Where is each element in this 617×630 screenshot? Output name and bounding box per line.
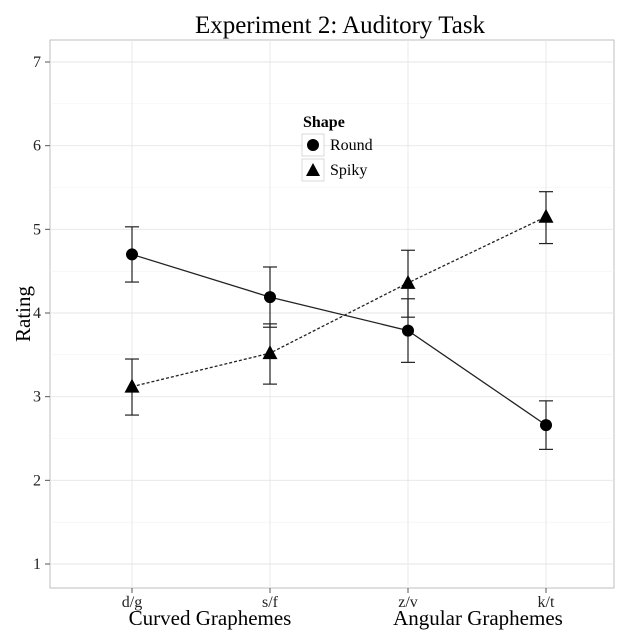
y-tick-label: 3 (33, 389, 41, 406)
x-tick-label: z/v (398, 594, 418, 611)
data-point-round (540, 419, 552, 432)
data-point-round (402, 324, 414, 337)
data-point-round (264, 291, 276, 304)
legend-title: Shape (303, 114, 345, 131)
legend-label-spiky: Spiky (330, 162, 367, 179)
series-line-round (131, 253, 547, 426)
series-line-spiky (131, 216, 547, 388)
legend-label-round: Round (330, 137, 373, 154)
x-group-label-angular: Angular Graphemes (393, 606, 563, 630)
x-axis: d/g s/f z/v k/t (122, 588, 555, 611)
panel-background (49, 39, 615, 589)
chart-title: Experiment 2: Auditory Task (195, 12, 486, 39)
legend-key-round-icon (307, 139, 319, 151)
x-tick-label: d/g (122, 594, 142, 611)
series-spiky (124, 191, 554, 416)
y-tick-label: 7 (33, 54, 41, 71)
x-group-label-curved: Curved Graphemes (129, 606, 292, 630)
grid (50, 40, 614, 588)
y-tick-label: 6 (33, 138, 41, 155)
y-tick-label: 4 (33, 305, 41, 322)
legend-key-spiky-icon (306, 163, 320, 176)
y-axis-title: Rating (11, 286, 35, 342)
y-tick-label: 2 (33, 472, 41, 489)
data-point-spiky (262, 345, 278, 360)
data-point-spiky (124, 378, 140, 393)
data-point-spiky (400, 274, 416, 289)
y-tick-label: 5 (33, 221, 41, 238)
y-tick-label: 1 (33, 556, 41, 573)
data-point-round (126, 248, 138, 261)
series-layer (124, 191, 554, 450)
data-point-spiky (538, 208, 554, 223)
y-axis: 1 2 3 4 5 6 7 (33, 54, 50, 573)
x-tick-label: k/t (538, 594, 555, 611)
legend: Shape Round Spiky (301, 114, 373, 182)
x-tick-label: s/f (262, 594, 279, 611)
